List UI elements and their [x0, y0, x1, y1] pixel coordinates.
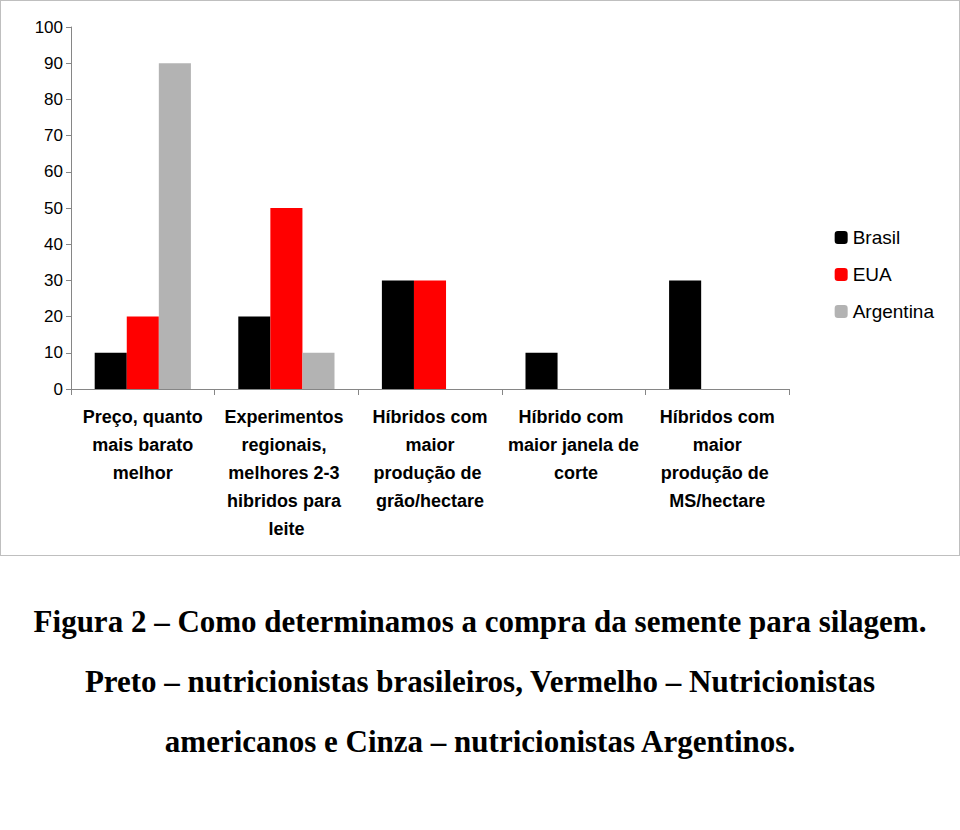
svg-text:leite: leite [268, 519, 304, 539]
svg-text:90: 90 [44, 54, 63, 73]
svg-text:melhor: melhor [113, 463, 173, 483]
svg-text:maior: maior [400, 435, 459, 455]
svg-text:20: 20 [44, 307, 63, 326]
svg-text:0: 0 [54, 380, 63, 399]
svg-text:Brasil: Brasil [853, 227, 901, 248]
svg-text:regionais,: regionais, [241, 435, 331, 455]
svg-text:60: 60 [44, 162, 63, 181]
svg-text:maior janela de: maior janela de [508, 435, 639, 455]
svg-text:40: 40 [44, 235, 63, 254]
svg-text:EUA: EUA [853, 264, 892, 285]
svg-text:Híbridos com: Híbridos com [660, 407, 775, 427]
svg-text:100: 100 [35, 18, 63, 37]
svg-text:50: 50 [44, 199, 63, 218]
svg-text:Argentina: Argentina [853, 301, 935, 322]
svg-text:Experimentos: Experimentos [224, 407, 348, 427]
svg-text:corte: corte [549, 463, 598, 483]
svg-text:70: 70 [44, 126, 63, 145]
svg-text:10: 10 [44, 343, 63, 362]
svg-text:produção de: produção de [661, 463, 774, 483]
svg-text:80: 80 [44, 90, 63, 109]
svg-text:MS/hectare: MS/hectare [669, 491, 765, 511]
svg-text:Híbrido com: Híbrido com [519, 407, 629, 427]
svg-text:Preço, quanto: Preço, quanto [83, 407, 203, 427]
svg-text:Híbridos com: Híbridos com [372, 407, 487, 427]
svg-text:produção de: produção de [373, 463, 486, 483]
svg-text:maior: maior [688, 435, 747, 455]
svg-text:grão/hectare: grão/hectare [376, 491, 484, 511]
svg-text:mais barato: mais barato [87, 435, 198, 455]
svg-text:hibridos para: hibridos para [227, 491, 346, 511]
svg-text:melhores 2-3: melhores 2-3 [228, 463, 344, 483]
svg-text:30: 30 [44, 271, 63, 290]
html-text:Figura 2 – Como determinamos a: Figura 2 – Como determinamos a compra da… [33, 604, 927, 759]
